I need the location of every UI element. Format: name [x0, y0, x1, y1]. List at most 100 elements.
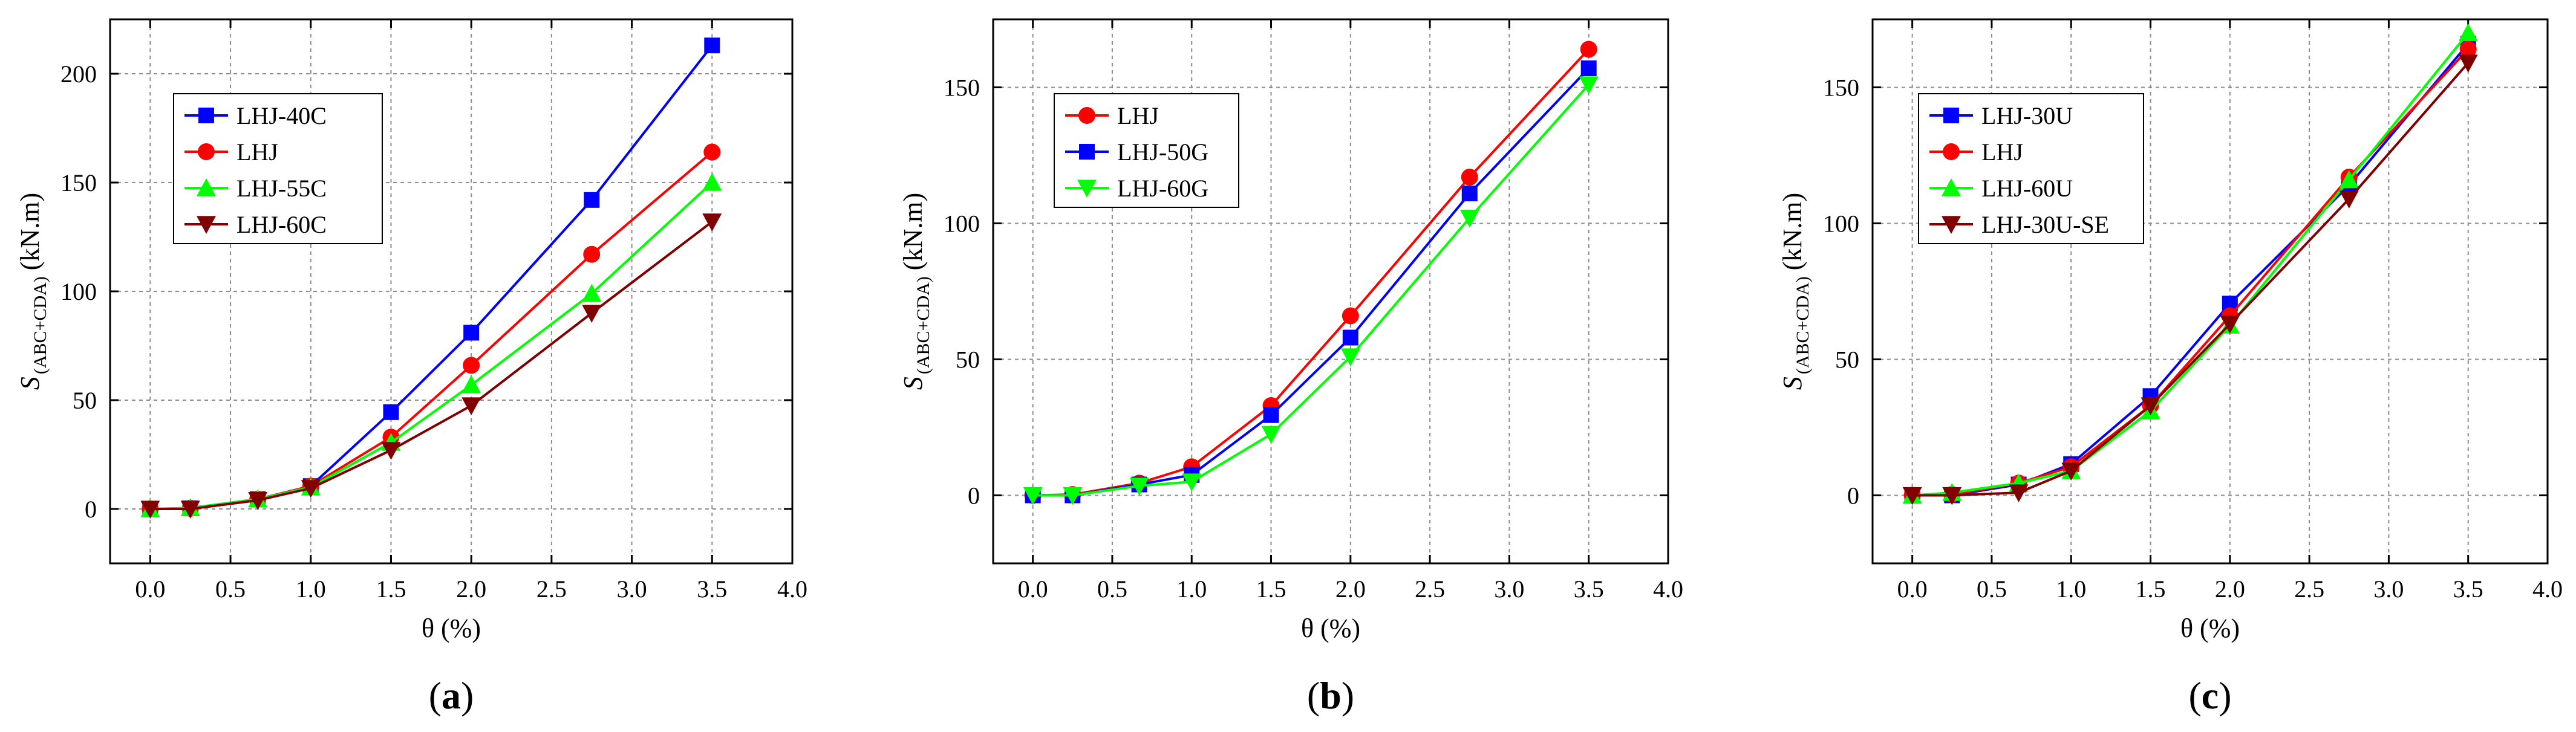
x-tick-label: 0.0	[135, 575, 165, 603]
legend-marker	[1079, 144, 1095, 160]
y-axis-title: S (ABC+CDA) (kN.m)	[898, 193, 933, 390]
plot-frame	[1871, 18, 2549, 565]
legend-label: LHJ-60C	[236, 211, 327, 238]
x-tick-label: 3.5	[2453, 575, 2483, 603]
data-point	[1461, 186, 1478, 201]
x-tick-label: 0.5	[1977, 575, 2007, 603]
y-tick-label: 100	[1823, 210, 1859, 238]
data-point	[1342, 307, 1359, 325]
x-tick-label: 1.0	[2056, 575, 2086, 603]
data-point	[1263, 407, 1279, 423]
legend-label: LHJ-55C	[236, 175, 327, 202]
legend-marker	[197, 178, 216, 196]
panel-letter: c	[2202, 674, 2219, 717]
data-point	[1579, 76, 1599, 94]
series-line	[1912, 48, 2470, 497]
x-tick-label: 2.0	[2215, 575, 2245, 603]
data-point	[140, 500, 160, 519]
data-point	[248, 492, 268, 510]
data-point	[704, 37, 720, 54]
legend-label: LHJ	[1117, 102, 1159, 129]
x-tick-label: 3.5	[697, 575, 727, 603]
x-tick-label: 3.0	[2373, 575, 2404, 603]
x-tick-label: 3.0	[1494, 575, 1524, 603]
x-tick-label: 4.0	[2532, 575, 2563, 603]
x-tick-label: 3.5	[1574, 575, 1604, 603]
legend-label: LHJ-50G	[1117, 138, 1208, 166]
series-line	[1912, 62, 2470, 497]
legend-label: LHJ	[1981, 138, 2023, 166]
y-tick-label: 50	[1835, 346, 1859, 374]
data-point	[2220, 316, 2240, 334]
x-tick-label: 1.5	[2136, 575, 2166, 603]
data-point	[582, 305, 602, 323]
legend-label: LHJ-60U	[1981, 175, 2073, 202]
data-point	[584, 192, 600, 208]
y-tick-label: 50	[956, 346, 980, 374]
data-point	[1942, 487, 1962, 505]
x-tick-label: 1.5	[1256, 575, 1286, 603]
legend-label: LHJ-30U	[1981, 102, 2073, 129]
x-tick-label: 3.0	[617, 575, 647, 603]
chart-panel-a: 0.0 0.5 1.0 1.5 2.0 2.5 3.0 3.5 4.0 0 50 100 150 200 θ…	[15, 18, 807, 717]
legend: LHJ LHJ-50G LHJ-60G	[1054, 93, 1239, 208]
legend-marker	[198, 143, 215, 160]
legend-marker	[1942, 216, 1961, 234]
x-tick-label: 0.0	[1897, 575, 1928, 603]
data-point	[2458, 23, 2478, 42]
data-point	[702, 213, 722, 232]
data-point	[703, 143, 721, 161]
x-axis-title: θ (%)	[422, 614, 481, 643]
y-tick-label: 150	[944, 74, 980, 102]
y-axis-title-unit: (kN.m)	[1778, 193, 1807, 270]
series-line	[1032, 83, 1590, 497]
data-point	[180, 500, 200, 519]
x-tick-label: 2.5	[536, 575, 567, 603]
legend-label: LHJ-30U-SE	[1981, 211, 2109, 238]
legend-label: LHJ-40C	[236, 102, 327, 129]
legend-marker	[1077, 180, 1097, 198]
y-axis-title-main: S	[15, 377, 45, 390]
y-tick-label: 0	[968, 482, 980, 510]
series-LHJ-60G	[1023, 76, 1599, 505]
legend-item: LHJ-40C	[184, 102, 327, 129]
data-point	[582, 283, 602, 302]
y-axis-title-main: S	[898, 377, 928, 390]
x-tick-label: 1.0	[1176, 575, 1207, 603]
data-point	[463, 357, 480, 374]
plot-frame	[992, 18, 1669, 565]
panel-label: (c)	[2188, 674, 2231, 717]
y-axis-title-sub: (ABC+CDA)	[1793, 276, 1813, 374]
y-axis-title-unit: (kN.m)	[15, 193, 45, 270]
y-axis-title: S (ABC+CDA) (kN.m)	[15, 193, 50, 390]
y-axis-title-main: S	[1778, 377, 1807, 390]
x-tick-label: 4.0	[777, 575, 807, 603]
data-point	[1461, 169, 1478, 186]
data-point	[2458, 54, 2478, 73]
series-line	[150, 221, 713, 510]
x-tick-label: 1.5	[376, 575, 406, 603]
data-point	[583, 245, 601, 263]
legend-label: LHJ	[236, 138, 278, 166]
legend-item: LHJ	[184, 138, 278, 166]
x-tick-label: 2.5	[2294, 575, 2324, 603]
series-LHJ-30U-SE	[1902, 54, 2478, 505]
data-point	[2141, 397, 2160, 415]
data-point	[2459, 40, 2477, 58]
data-point	[2061, 462, 2081, 481]
legend-item: LHJ-55C	[184, 175, 327, 202]
data-point	[1459, 209, 1479, 228]
y-axis-title-unit: (kN.m)	[898, 193, 928, 270]
y-tick-label: 100	[60, 278, 97, 305]
panel-label: (b)	[1307, 674, 1354, 717]
panel-letter: a	[442, 674, 461, 717]
legend-marker	[1943, 108, 1959, 123]
legend-item: LHJ-60U	[1929, 175, 2073, 202]
legend-item: LHJ-60G	[1065, 175, 1208, 202]
y-axis-title-sub: (ABC+CDA)	[913, 276, 933, 374]
legend-label: LHJ-60G	[1117, 175, 1208, 202]
data-point	[383, 404, 399, 420]
x-tick-label: 0.5	[215, 575, 246, 603]
y-tick-label: 150	[1823, 74, 1859, 102]
